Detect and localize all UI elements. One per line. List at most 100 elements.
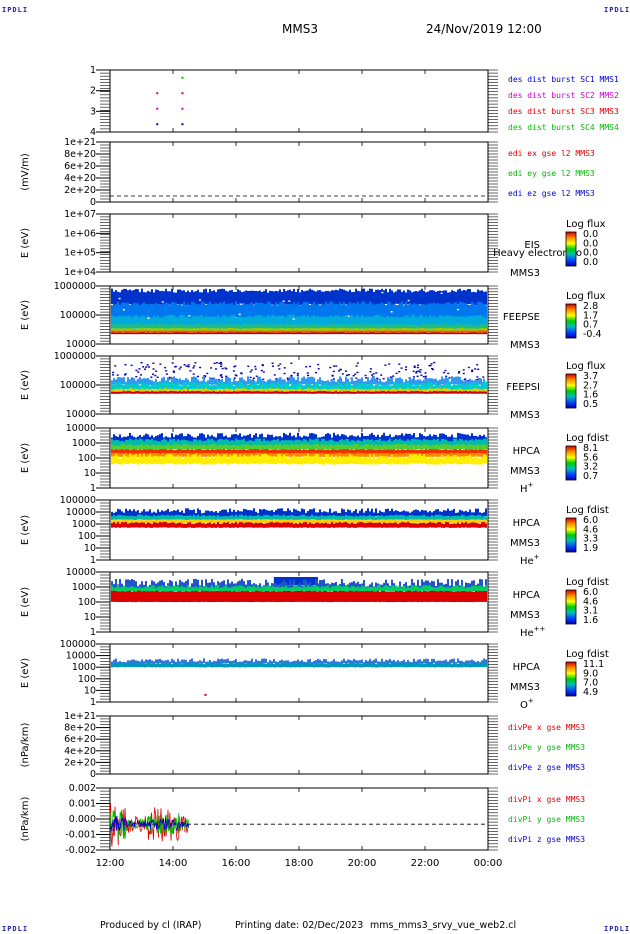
spectrogram-cell (177, 449, 179, 455)
spectrogram-cell (279, 515, 281, 520)
spectrogram-cell (145, 449, 147, 455)
spectrogram-cell (373, 291, 375, 305)
spectrogram-cell (475, 383, 477, 390)
spectrogram-cell (373, 445, 375, 450)
spectrogram-cell (349, 449, 351, 455)
spectrogram-cell (381, 390, 383, 394)
spectrogram-cell (125, 449, 127, 455)
speckle (422, 375, 425, 378)
spectrogram-cell (359, 317, 361, 326)
spectrogram-cell (215, 523, 217, 528)
spectrogram-cell (159, 291, 161, 305)
spectrogram-cell (233, 449, 235, 455)
spectrogram-cell (483, 438, 485, 446)
spectrogram-cell (203, 391, 205, 394)
spectrogram-cell (169, 388, 171, 392)
spectrogram-cell (341, 332, 343, 335)
spectrogram-cell (263, 380, 265, 386)
speckle (224, 367, 227, 369)
spectrogram-cell (145, 317, 147, 326)
spectrogram-cell (379, 325, 381, 330)
speckle (252, 377, 255, 379)
spectrogram-cell (461, 449, 463, 455)
spectrogram-cell (459, 327, 461, 332)
spectrogram-cell (359, 522, 361, 528)
spectrogram-cell (193, 291, 195, 305)
speckle (277, 365, 280, 367)
spectrogram-cell (173, 330, 175, 333)
spectrogram-cell (339, 391, 341, 394)
spectrogram-cell (357, 314, 359, 326)
spectrogram-cell (131, 455, 133, 464)
spectrogram-cell (347, 391, 349, 394)
spectrogram-cell (207, 449, 209, 455)
spectrogram-cell (413, 449, 415, 455)
spectrogram-cell (195, 523, 197, 528)
spectrogram-cell (253, 328, 255, 332)
spectrogram-cell (207, 330, 209, 333)
spectrogram-cell (309, 519, 311, 523)
spectrogram-cell (481, 302, 483, 318)
spectrogram-cell (415, 519, 417, 523)
spectrogram-cell (253, 456, 255, 464)
panel-5-spacecraft-label: MMS3 (510, 466, 540, 477)
spectrogram-cell (301, 519, 303, 523)
spectrogram-cell (357, 330, 359, 333)
spectrogram-cell (309, 288, 311, 304)
spectrogram-cell (385, 388, 387, 392)
spectrogram-cell (469, 378, 471, 385)
spectrogram-cell (139, 522, 141, 528)
spectrogram-cell (161, 514, 163, 520)
spectrogram-cell (151, 332, 153, 335)
spectrogram-cell (225, 324, 227, 329)
spectrogram-cell (221, 519, 223, 523)
spectrogram-cell (219, 388, 221, 392)
spectrogram-cell (291, 324, 293, 330)
spectrogram-cell (405, 389, 407, 393)
spectrogram-cell (195, 454, 197, 464)
spectrogram-cell (427, 291, 429, 305)
spectrogram-cell (367, 290, 369, 305)
spectrogram-cell (339, 516, 341, 520)
spectrogram-cell (121, 391, 123, 394)
spectrogram-cell (431, 388, 433, 392)
spectrogram-cell (355, 449, 357, 455)
spectrogram-cell (179, 378, 181, 385)
spectrogram-cell (273, 449, 275, 455)
speckle (317, 363, 320, 366)
spectrogram-cell (391, 523, 393, 528)
spectrogram-cell (231, 434, 233, 443)
panel-7-ytick-label: 100 (78, 597, 96, 608)
spectrogram-cell (383, 317, 385, 326)
spectrogram-cell (451, 390, 453, 393)
spectrogram-cell (443, 378, 445, 385)
spectrogram-cell (425, 304, 427, 319)
spectrogram-cell (191, 455, 193, 464)
spectrogram-cell (333, 511, 335, 518)
spectrogram-cell (117, 391, 119, 394)
spectrogram-cell (209, 450, 211, 455)
spectrogram-cell (249, 389, 251, 393)
spectrogram-cell (245, 441, 247, 447)
spectrogram-cell (389, 328, 391, 332)
spectrogram-cell (361, 449, 363, 455)
spectrogram-cell (443, 439, 445, 446)
spectrogram-cell (131, 332, 133, 335)
spectrogram-cell (255, 433, 257, 442)
spectrogram-cell (433, 390, 435, 394)
spectrogram-cell (447, 522, 449, 528)
spectrogram-cell (319, 305, 321, 319)
spectrogram-cell (283, 432, 285, 442)
spectrogram-cell (441, 439, 443, 446)
spectrogram-cell (143, 515, 145, 520)
spectrogram-cell (201, 327, 203, 332)
spectrogram-cell (199, 332, 201, 335)
spectrogram-cell (475, 444, 477, 450)
spectrogram-cell (287, 519, 289, 523)
spectrogram-cell (427, 378, 429, 385)
spectrogram-cell (275, 332, 277, 335)
spectrogram-cell (339, 302, 341, 318)
spectrogram-cell (457, 391, 459, 394)
spectrogram-cell (345, 453, 347, 457)
spectrogram-cell (413, 519, 415, 523)
